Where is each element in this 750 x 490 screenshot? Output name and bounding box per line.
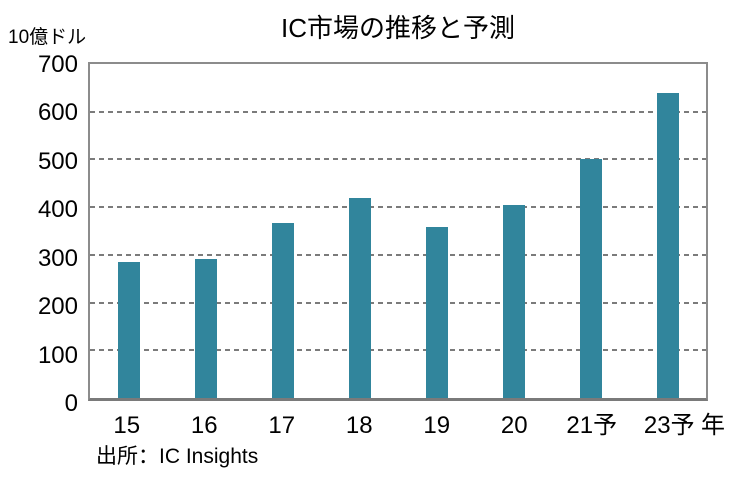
gridline-300 bbox=[90, 253, 706, 256]
y-axis-labels: 0 100 200 300 400 500 600 700 bbox=[0, 51, 78, 417]
bar-23予 bbox=[656, 92, 679, 398]
gridline-400 bbox=[90, 206, 706, 209]
x-tick-label-20: 20 bbox=[500, 412, 528, 439]
bar-15 bbox=[117, 262, 140, 398]
x-tick-label-15: 15 bbox=[113, 412, 141, 439]
y-tick-label-700: 700 bbox=[37, 51, 78, 78]
y-tick-label-200: 200 bbox=[37, 293, 78, 321]
y-tick-label-0: 0 bbox=[64, 390, 78, 417]
y-axis-unit-label: 10億ドル bbox=[8, 27, 87, 48]
x-tick-label-21予: 21予 bbox=[566, 412, 618, 439]
x-axis-year-suffix: 年 bbox=[701, 412, 725, 439]
bar-20 bbox=[502, 205, 525, 398]
bar-21予 bbox=[579, 159, 602, 398]
gridline-500 bbox=[90, 158, 706, 161]
bar-19 bbox=[425, 227, 448, 398]
y-tick-label-300: 300 bbox=[37, 244, 78, 272]
x-tick-label-18: 18 bbox=[345, 412, 373, 439]
bar-17 bbox=[271, 222, 294, 398]
chart-title: IC市場の推移と予測 bbox=[280, 13, 515, 43]
y-tick-label-600: 600 bbox=[37, 99, 78, 127]
bar-18 bbox=[348, 197, 371, 398]
plot-area bbox=[88, 62, 708, 401]
x-tick-label-16: 16 bbox=[190, 412, 218, 439]
gridline-200 bbox=[90, 301, 706, 304]
gridline-600 bbox=[90, 110, 706, 113]
y-tick-label-400: 400 bbox=[37, 196, 78, 224]
y-tick-label-100: 100 bbox=[37, 341, 78, 369]
x-axis-labels: 15 16 17 18 19 20 21予 23予 bbox=[88, 412, 708, 440]
x-tick-label-17: 17 bbox=[268, 412, 296, 439]
y-tick-label-500: 500 bbox=[37, 147, 78, 175]
x-tick-label-23予: 23予 bbox=[643, 412, 695, 439]
gridline-100 bbox=[90, 349, 706, 352]
x-tick-label-19: 19 bbox=[423, 412, 451, 439]
source-note: 出所：IC Insights bbox=[96, 445, 259, 468]
bar-16 bbox=[194, 258, 217, 398]
